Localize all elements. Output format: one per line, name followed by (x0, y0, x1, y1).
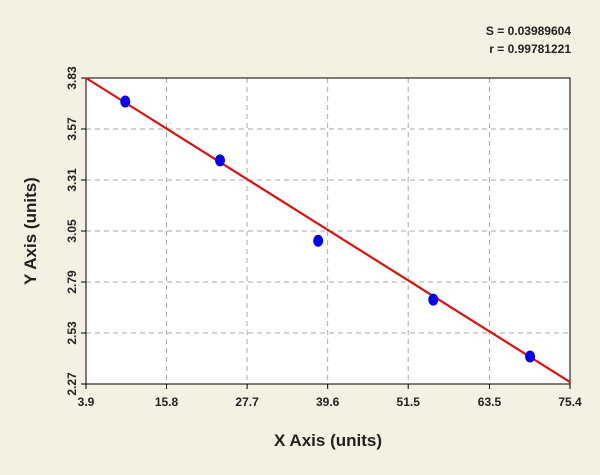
x-tick-label: 27.7 (235, 395, 259, 409)
x-tick-label: 63.5 (478, 395, 502, 409)
y-tick-label: 2.79 (65, 270, 79, 294)
y-tick-label: 3.83 (65, 66, 79, 90)
y-tick-label: 3.05 (65, 219, 79, 243)
fit-line (85, 77, 571, 383)
y-tick-label: 2.27 (65, 372, 79, 396)
data-point (428, 293, 439, 306)
annotation: S = 0.03989604 (486, 24, 571, 38)
data-point (313, 234, 324, 247)
annotation: r = 0.99781221 (489, 42, 571, 56)
x-tick-label: 75.4 (558, 395, 582, 409)
y-tick-label: 2.53 (65, 321, 79, 345)
x-axis-title: X Axis (units) (274, 431, 382, 450)
data-point (215, 154, 226, 167)
x-tick-label: 51.5 (397, 395, 421, 409)
plot-border (85, 77, 571, 385)
data-point (120, 95, 131, 108)
y-tick-label: 3.31 (65, 168, 79, 192)
x-tick-label: 3.9 (78, 395, 95, 409)
y-tick-label: 3.57 (65, 117, 79, 141)
x-tick-label: 39.6 (316, 395, 340, 409)
x-tick-label: 15.8 (155, 395, 179, 409)
y-axis-title: Y Axis (units) (21, 177, 40, 285)
data-point (525, 350, 536, 363)
